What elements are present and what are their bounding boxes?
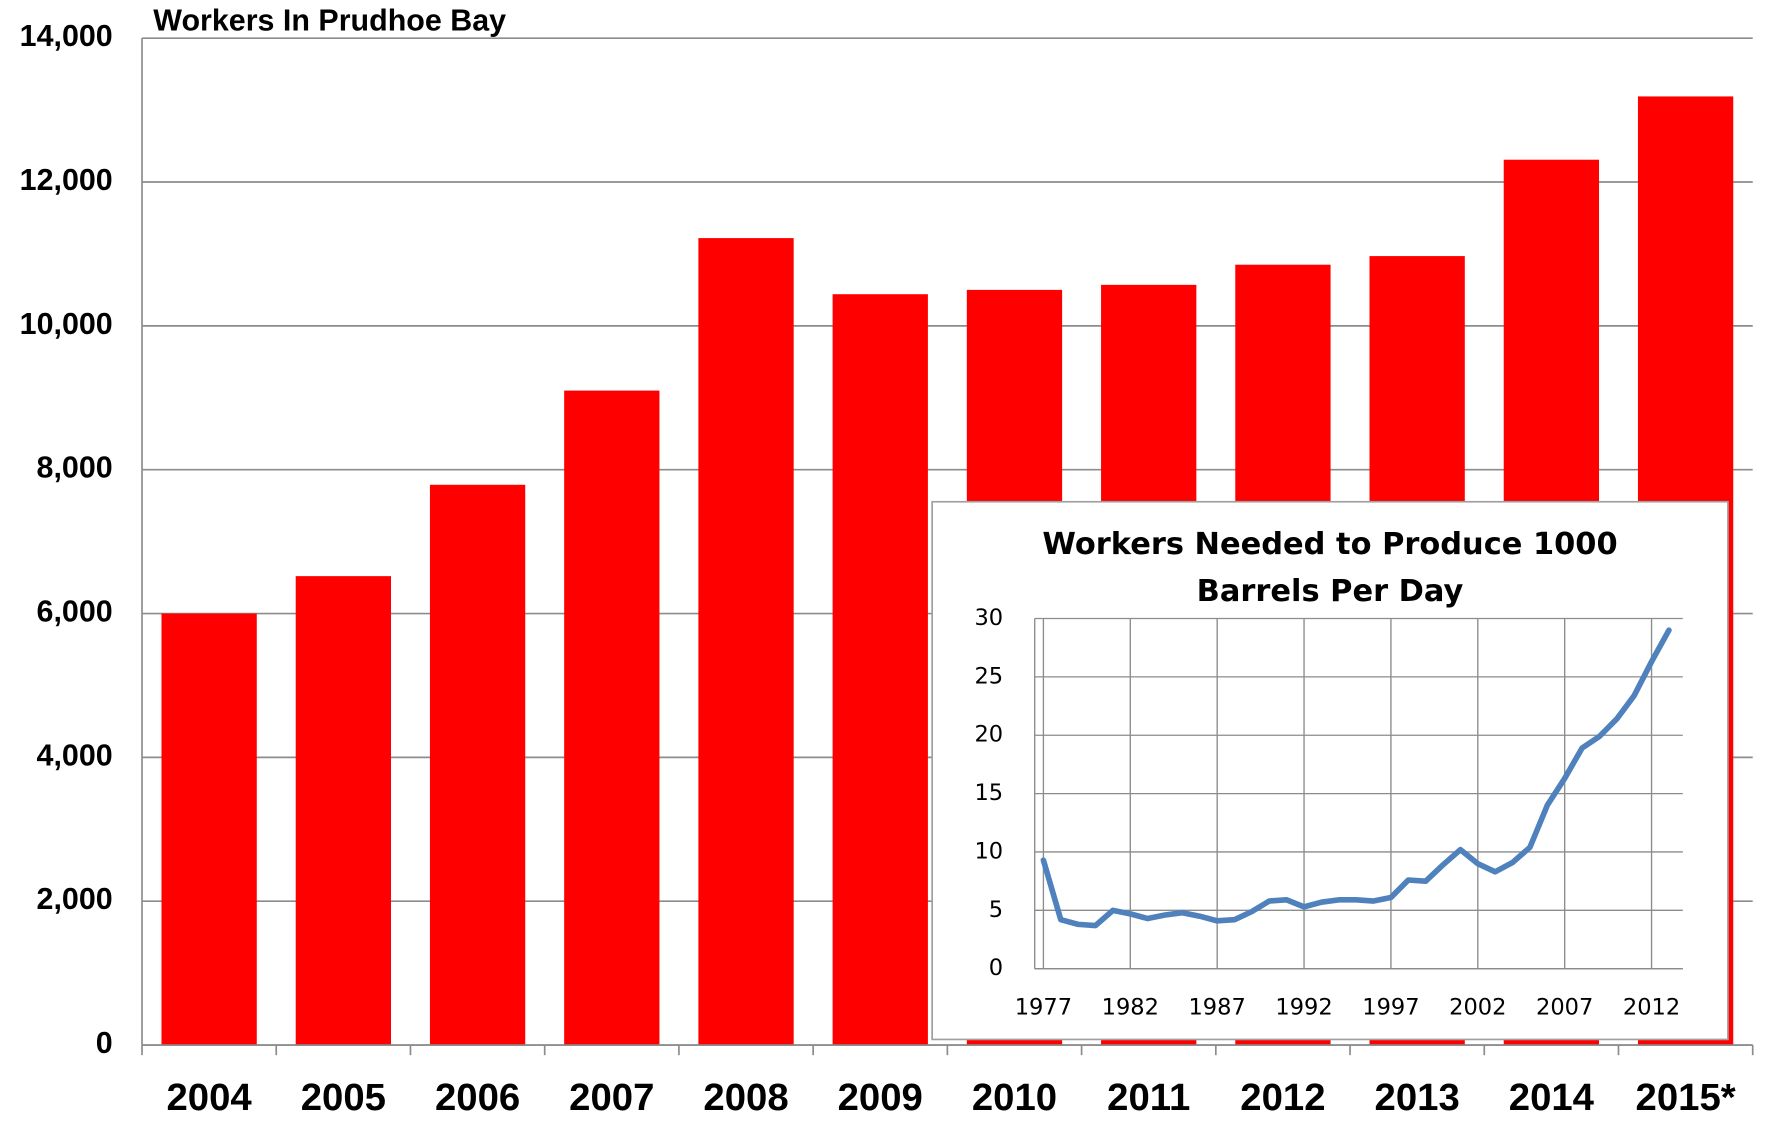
y-tick-label: 0 xyxy=(989,955,1003,981)
inset-panel xyxy=(931,500,1729,1041)
y-tick-label: 20 xyxy=(974,722,1003,748)
x-tick-label: 2015* xyxy=(1636,1076,1736,1119)
bar xyxy=(698,238,794,1046)
x-tick-label: 2004 xyxy=(167,1076,253,1119)
bar xyxy=(161,613,257,1046)
x-tick-label: 2005 xyxy=(301,1076,386,1119)
x-tick-label: 2007 xyxy=(1536,995,1593,1021)
y-tick-label: 2,000 xyxy=(37,883,113,916)
y-tick-label: 0 xyxy=(96,1027,113,1060)
x-tick-label: 1982 xyxy=(1102,995,1159,1021)
x-tick-label: 2008 xyxy=(703,1076,788,1119)
y-tick-label: 25 xyxy=(974,663,1003,689)
chart-title: Workers In Prudhoe Bay xyxy=(153,5,506,38)
y-tick-label: 14,000 xyxy=(20,20,113,53)
bar xyxy=(429,484,526,1046)
x-tick-label: 2011 xyxy=(1107,1076,1190,1119)
y-tick-label: 4,000 xyxy=(37,739,113,772)
x-tick-label: 2010 xyxy=(972,1076,1057,1119)
line-series xyxy=(1040,627,1672,929)
bar xyxy=(564,390,660,1046)
y-tick-label: 10 xyxy=(974,839,1003,865)
x-tick-label: 2002 xyxy=(1449,995,1506,1021)
x-tick-label: 1977 xyxy=(1015,995,1072,1021)
y-tick-label: 8,000 xyxy=(37,452,113,485)
bar xyxy=(295,576,392,1046)
y-tick-label: 12,000 xyxy=(20,164,113,197)
x-tick-label: 2007 xyxy=(569,1076,654,1119)
x-tick-label: 2012 xyxy=(1240,1076,1325,1119)
y-tick-label: 10,000 xyxy=(20,308,113,341)
x-tick-label: 1997 xyxy=(1362,995,1419,1021)
x-tick-label: 2012 xyxy=(1623,995,1680,1021)
x-tick-label: 1992 xyxy=(1275,995,1332,1021)
inset-title: Barrels Per Day xyxy=(1197,574,1464,609)
x-tick-label: 2006 xyxy=(435,1076,520,1119)
y-tick-label: 15 xyxy=(974,780,1003,806)
y-tick-label: 6,000 xyxy=(37,596,113,629)
y-tick-label: 30 xyxy=(974,605,1003,631)
x-tick-label: 2014 xyxy=(1509,1076,1595,1119)
y-tick-label: 5 xyxy=(989,897,1003,923)
inset-title: Workers Needed to Produce 1000 xyxy=(1042,527,1617,562)
x-tick-label: 2009 xyxy=(838,1076,923,1119)
bar xyxy=(832,294,928,1046)
x-tick-label: 2013 xyxy=(1375,1076,1460,1119)
x-tick-label: 1987 xyxy=(1188,995,1245,1021)
